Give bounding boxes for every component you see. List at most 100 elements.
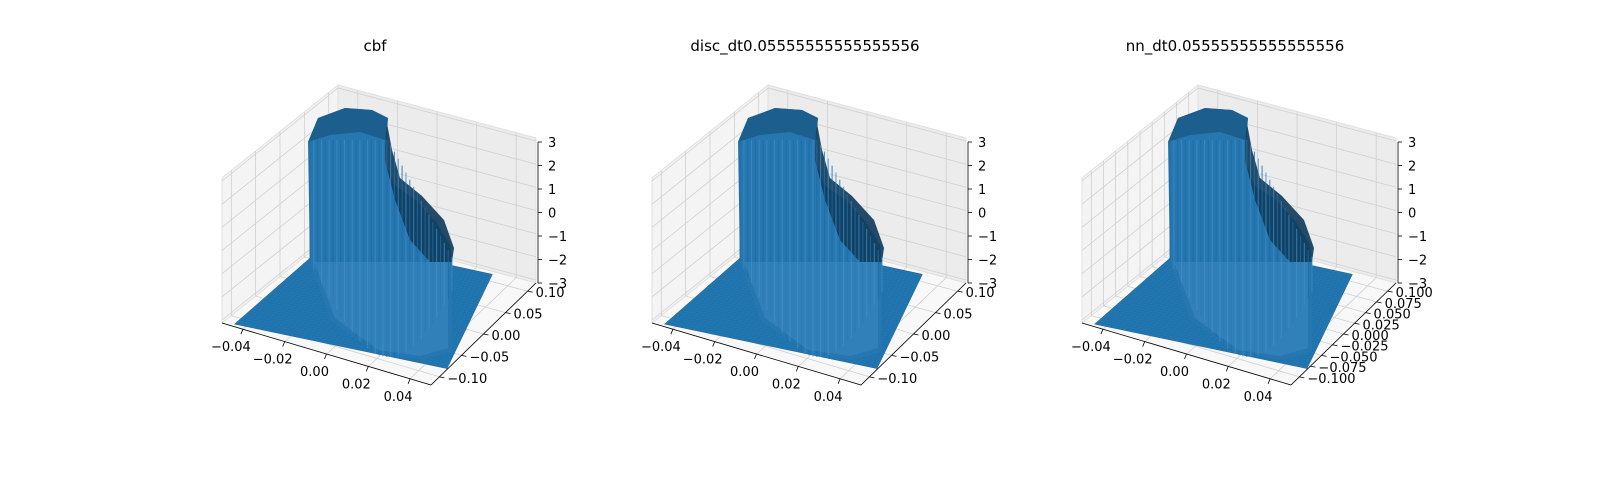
y-tick-label: −0.025 (1340, 340, 1388, 355)
y-tick (1343, 333, 1349, 336)
z-tick-label: 1 (978, 183, 986, 198)
x-tick (1142, 341, 1146, 347)
z-tick-label: −1 (1408, 230, 1427, 245)
z-tick-label: 3 (548, 136, 556, 151)
z-tick-label: 3 (1408, 136, 1416, 151)
x-tick-label: −0.04 (1071, 340, 1111, 355)
y-tick-label: −0.100 (1307, 372, 1355, 387)
y-tick (461, 355, 467, 357)
surface (664, 108, 923, 369)
x-tick (407, 378, 411, 384)
y-tick (913, 333, 919, 336)
z-tick-label: −3 (978, 277, 997, 292)
y-tick-label: −0.05 (899, 350, 939, 365)
y-tick-label: −0.10 (877, 372, 917, 387)
y-tick (527, 290, 533, 293)
x-tick (1184, 353, 1187, 360)
z-tick-label: 0 (978, 207, 986, 222)
y-tick (1321, 355, 1327, 357)
x-tick-label: 0.04 (1244, 390, 1273, 405)
z-tick-label: 3 (978, 136, 986, 151)
z-tick-label: 2 (1408, 160, 1416, 175)
z-tick-label: 0 (1408, 207, 1416, 222)
x-tick-label: 0.02 (1202, 377, 1231, 392)
surface-shadow (385, 118, 454, 262)
surface-cap (1168, 108, 1248, 142)
chart-panel-3: −0.04−0.02 0.00 0.02 0.04 −0.100−0.075−0.050… (1071, 37, 1433, 405)
x-tick (795, 366, 799, 372)
y-tick (1299, 376, 1305, 379)
surface (233, 108, 493, 369)
z-tick-label: 2 (978, 160, 986, 175)
y-tick-label: 0.10 (536, 286, 565, 301)
y-tick-label: 0.10 (966, 286, 995, 301)
x-tick (324, 353, 327, 360)
z-tick-label: −3 (548, 277, 567, 292)
x-tick (1225, 366, 1229, 372)
z-tick-label: −2 (1408, 254, 1427, 269)
x-tick (837, 378, 841, 384)
chart-panel-1: −0.04−0.02 0.00 0.02 0.04 −0.10 −0.05 0.00 0.05… (211, 37, 567, 405)
chart-title: cbf (363, 37, 387, 55)
z-tick-label: −1 (548, 230, 567, 245)
surface-cap (738, 108, 818, 142)
y-tick (1365, 312, 1371, 314)
surface-shadow (1245, 118, 1314, 262)
y-gridline (1090, 170, 1300, 378)
z-gridline (221, 87, 537, 182)
x-tick-label: −0.04 (641, 340, 681, 355)
z-tick-label: −3 (1408, 277, 1427, 292)
x-tick-label: 0.02 (772, 377, 801, 392)
y-tick (439, 376, 445, 379)
chart-panel-2: −0.04−0.02 0.00 0.02 0.04 −0.10 −0.05 0.00 0.05… (641, 37, 997, 405)
z-tick-label: 1 (548, 183, 556, 198)
x-tick (240, 329, 244, 335)
x-tick-label: 0.04 (814, 390, 843, 405)
y-tick (935, 312, 941, 314)
x-tick-label: −0.02 (253, 353, 293, 368)
y-gridline (230, 170, 440, 378)
surface-shadow (815, 118, 884, 262)
x-tick (1267, 378, 1271, 384)
x-tick-label: 0.02 (342, 377, 371, 392)
x-tick-label: 0.00 (1160, 365, 1189, 380)
y-tick-label: 0.025 (1363, 318, 1400, 333)
chart-title: nn_dt0.05555555555555556 (1126, 37, 1344, 56)
y-tick (1332, 344, 1338, 347)
y-tick-label: −0.10 (447, 372, 487, 387)
y-tick-label: 0.00 (922, 329, 951, 344)
y-tick (1387, 290, 1393, 293)
z-tick-label: −2 (978, 254, 997, 269)
x-tick (712, 341, 716, 347)
y-tick-label: 0.100 (1396, 286, 1433, 301)
y-tick-label: 0.00 (492, 329, 521, 344)
y-tick (957, 290, 963, 293)
x-tick-label: −0.04 (211, 340, 251, 355)
x-tick (365, 366, 369, 372)
y-tick (1354, 322, 1360, 325)
y-tick (891, 355, 897, 357)
chart-title: disc_dt0.05555555555555556 (690, 37, 919, 56)
y-tick (1310, 365, 1316, 368)
z-tick-label: −2 (548, 254, 567, 269)
surface-interior (1174, 262, 1308, 356)
y-tick (483, 333, 489, 336)
x-tick-label: −0.02 (683, 353, 723, 368)
y-tick-label: 0.05 (514, 308, 543, 323)
z-tick-label: 2 (548, 160, 556, 175)
surface (1094, 108, 1353, 369)
surface-interior (744, 262, 878, 356)
y-tick-label: −0.075 (1318, 361, 1366, 376)
y-tick-label: 0.05 (944, 308, 973, 323)
y-tick-label: −0.050 (1329, 350, 1377, 365)
x-tick-label: 0.04 (384, 390, 413, 405)
y-tick-label: −0.05 (469, 350, 509, 365)
z-tick-label: −1 (978, 230, 997, 245)
x-tick-label: −0.02 (1113, 353, 1153, 368)
x-tick (1100, 329, 1104, 335)
z-tick-label: 0 (548, 207, 556, 222)
z-gridline (651, 87, 967, 182)
y-tick (505, 312, 511, 314)
x-tick (754, 353, 757, 360)
